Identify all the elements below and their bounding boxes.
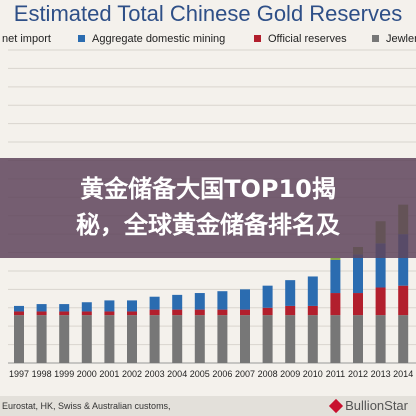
x-tick-label-2007: 2007: [235, 369, 255, 379]
bar-segment-aggregate-domestic-mining-2008: [262, 285, 273, 308]
banner-line-2: 秘，全球黄金储备排名及: [76, 211, 340, 239]
bar-segment-aggregate-domestic-mining-2006: [217, 291, 228, 310]
bar-segment-aggregate-domestic-mining-2003: [149, 296, 160, 310]
bar-segment-aggregate-domestic-mining-2001: [104, 300, 115, 312]
bar-segment-aggregate-domestic-mining-2011: [330, 259, 341, 294]
legend-label-jewlery: Jewlery: [386, 33, 416, 45]
bar-segment-jewlery-2006: [217, 315, 228, 363]
bar-segment-aggregate-domestic-mining-2010: [307, 276, 318, 306]
bar-segment-aggregate-domestic-mining-2007: [240, 289, 250, 310]
x-tick-label-2004: 2004: [167, 369, 187, 379]
x-tick-label-2009: 2009: [280, 369, 300, 379]
x-tick-label-1997: 1997: [9, 369, 29, 379]
bar-segment-jewlery-1997: [14, 315, 24, 363]
banner-line-1: 黄金储备大国TOP10揭: [80, 175, 336, 203]
legend-label-domestic-mining: Aggregate domestic mining: [92, 33, 226, 45]
x-tick-label-2005: 2005: [190, 369, 210, 379]
bar-segment-jewlery-2014: [398, 315, 409, 363]
x-tick-label-2011: 2011: [326, 369, 345, 379]
overlay-banner: 黄金储备大国TOP10揭 秘，全球黄金储备排名及: [0, 158, 416, 258]
bar-segment-jewlery-2004: [172, 315, 183, 363]
x-tick-label-2013: 2013: [371, 369, 391, 379]
bar-segment-aggregate-domestic-mining-1999: [59, 304, 70, 312]
brand-logo: BullionStar: [329, 398, 408, 414]
x-tick-label-1999: 1999: [54, 369, 74, 379]
bar-segment-jewlery-2011: [330, 315, 341, 363]
bar-segment-jewlery-2008: [262, 315, 273, 363]
x-tick-label-2000: 2000: [77, 369, 97, 379]
bar-segment-jewlery-2010: [307, 315, 318, 363]
legend-item-domestic-mining: Aggregate domestic mining: [78, 33, 225, 45]
bar-segment-official-reserves-1997: [14, 311, 24, 316]
bar-segment-aggregate-domestic-mining-2000: [81, 302, 92, 312]
bar-segment-jewlery-2003: [149, 315, 160, 363]
bar-segment-aggregate-domestic-mining-2002: [127, 300, 137, 312]
chart-title: Estimated Total Chinese Gold Reserves: [13, 1, 403, 26]
legend-label-official-reserves: Official reserves: [268, 33, 347, 45]
x-tick-label-1998: 1998: [32, 369, 52, 379]
bar-segment-jewlery-2002: [127, 315, 137, 363]
legend-item-jewlery: Jewlery: [372, 33, 416, 45]
legend-swatch-jewlery: [372, 35, 379, 42]
bar-segment-aggregate-domestic-mining-2014: [398, 234, 409, 286]
bar-segment-official-reserves-2001: [104, 311, 115, 316]
legend-swatch-official-reserves: [254, 35, 261, 42]
chart-legend: net import Aggregate domestic mining Off…: [0, 30, 416, 50]
bar-segment-official-reserves-2000: [81, 311, 92, 316]
brand-name: BullionStar: [345, 398, 408, 413]
x-tick-label-2006: 2006: [212, 369, 232, 379]
bar-segment-official-reserves-2005: [194, 309, 205, 316]
bar-segment-official-reserves-2007: [240, 309, 250, 316]
x-tick-label-2001: 2001: [99, 369, 119, 379]
bar-segment-jewlery-2000: [81, 315, 92, 363]
bar-segment-official-reserves-2004: [172, 309, 183, 316]
x-tick-label-2012: 2012: [348, 369, 368, 379]
bar-segment-aggregate-domestic-mining-2013: [375, 243, 386, 288]
bar-segment-official-reserves-2006: [217, 309, 228, 316]
bar-segment-official-reserves-2003: [149, 309, 160, 316]
bar-segment-aggregate-domestic-mining-2009: [285, 280, 296, 306]
bar-segment-official-reserves-1998: [36, 311, 47, 316]
bar-segment-official-reserves-2009: [285, 305, 296, 316]
x-tick-label-2003: 2003: [145, 369, 165, 379]
bar-segment-official-reserves-2010: [307, 305, 318, 316]
bar-segment-jewlery-2001: [104, 315, 115, 363]
bar-segment-official-reserves-2008: [262, 307, 273, 316]
legend-swatch-domestic-mining: [78, 35, 85, 42]
bar-segment-aggregate-domestic-mining-1997: [14, 305, 24, 312]
legend-label-net-import: net import: [2, 33, 51, 45]
x-tick-label-2010: 2010: [303, 369, 323, 379]
bar-segment-official-reserves-2002: [127, 311, 137, 316]
bar-segment-jewlery-2005: [194, 315, 205, 363]
bar-segment-jewlery-2013: [375, 315, 386, 363]
x-tick-label-2002: 2002: [122, 369, 142, 379]
bar-segment-jewlery-2007: [240, 315, 250, 363]
bar-segment-aggregate-domestic-mining-1998: [36, 304, 47, 312]
bar-segment-official-reserves-2014: [398, 285, 409, 316]
x-tick-label-2008: 2008: [258, 369, 278, 379]
bar-segment-official-reserves-2013: [375, 287, 386, 316]
bar-segment-jewlery-2009: [285, 315, 296, 363]
bar-segment-aggregate-domestic-mining-2012: [353, 254, 363, 294]
legend-item-official-reserves: Official reserves: [254, 33, 347, 45]
source-note: Eurostat, HK, Swiss & Australian customs…: [2, 401, 171, 411]
bar-segment-jewlery-1998: [36, 315, 47, 363]
chart-footer: Eurostat, HK, Swiss & Australian customs…: [0, 396, 416, 416]
bar-segment-aggregate-domestic-mining-2005: [194, 293, 205, 310]
bar-segment-jewlery-2012: [353, 315, 363, 363]
bar-segment-official-reserves-1999: [59, 311, 70, 316]
x-tick-label-2014: 2014: [393, 369, 413, 379]
bar-segment-aggregate-domestic-mining-2004: [172, 294, 183, 310]
bar-segment-jewlery-1999: [59, 315, 70, 363]
bullionstar-logo-icon: [329, 398, 344, 414]
bar-segment-net-import-2011: [330, 258, 341, 260]
bar-segment-official-reserves-2011: [330, 293, 341, 316]
bar-segment-official-reserves-2012: [353, 293, 363, 316]
legend-item-net-import: net import: [0, 33, 51, 45]
